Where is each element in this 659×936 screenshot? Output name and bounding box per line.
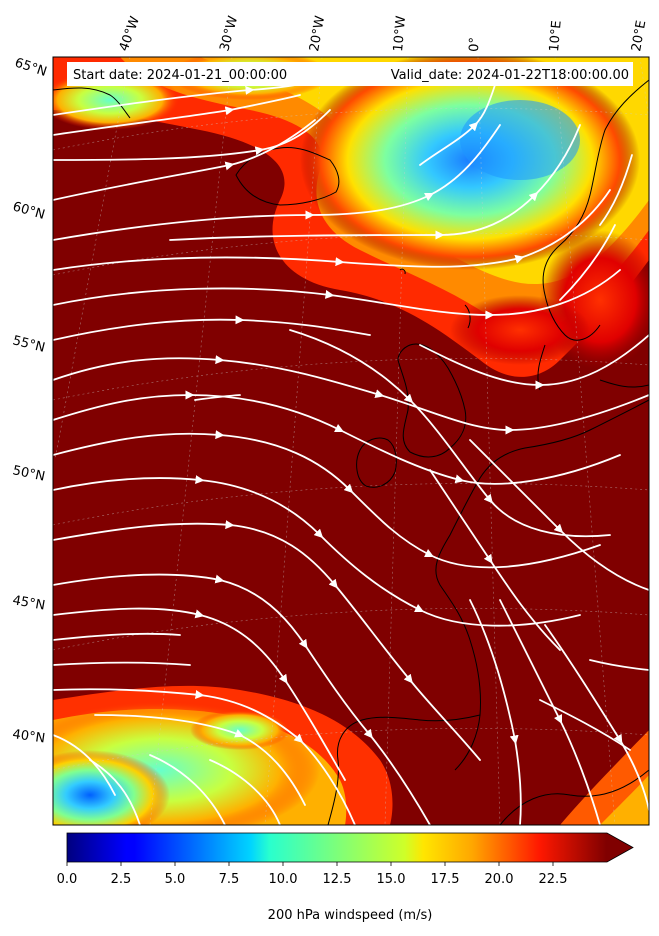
longitude-labels: 40°W 30°W 20°W 10°W 0° 10°E 20°E <box>117 14 650 53</box>
colorbar-tick-label: 20.0 <box>485 872 514 887</box>
streamline <box>53 109 331 161</box>
lon-label-10e: 10°E <box>547 20 565 52</box>
streamline <box>53 124 501 241</box>
streamline <box>53 734 116 796</box>
streamline <box>194 394 241 401</box>
streamline <box>94 714 306 806</box>
continent-coast <box>435 399 649 771</box>
colorbar-tick-label: 5.0 <box>165 872 186 887</box>
colorbar-gradient <box>67 833 607 862</box>
lat-label-40n: 40°N <box>11 727 46 746</box>
lat-label-55n: 55°N <box>11 333 46 355</box>
lat-label-65n: 65°N <box>13 56 49 80</box>
streamline <box>53 315 371 341</box>
lat-label-50n: 50°N <box>11 463 46 484</box>
streamline <box>539 699 631 751</box>
map-panel: Start date: 2024-01-21_00:00:00 Valid_da… <box>53 57 649 825</box>
streamline <box>419 334 649 390</box>
colorbar-tick-label: 0.0 <box>57 872 78 887</box>
streamlines <box>53 79 649 825</box>
streamline <box>53 573 431 825</box>
streamline <box>53 94 301 136</box>
streamline <box>53 607 346 781</box>
map-frame <box>52 56 650 826</box>
greenland-coast <box>53 87 131 119</box>
lat-label-45n: 45°N <box>11 593 46 613</box>
colorbar-tick-label: 2.5 <box>111 872 132 887</box>
start-date-text: Start date: 2024-01-21_00:00:00 <box>73 68 287 83</box>
streamline <box>149 754 226 825</box>
streamline <box>89 759 141 825</box>
colorbar-tick-label: 10.0 <box>269 872 298 887</box>
colorbar-tick-label: 12.5 <box>323 872 352 887</box>
latitude-labels: 65°N 60°N 55°N 50°N 45°N 40°N <box>11 56 49 747</box>
streamline <box>499 599 601 825</box>
lon-label-10w: 10°W <box>391 15 409 52</box>
streamline <box>53 390 621 485</box>
colorbar-outline <box>66 832 634 863</box>
valid-date-text: Valid_date: 2024-01-22T18:00:00.00 <box>391 68 629 83</box>
streamline <box>469 599 522 825</box>
colorbar: 0.0 2.5 5.0 7.5 10.0 12.5 15.0 17.5 20.0 22.5 200… <box>57 832 634 923</box>
streamline <box>209 759 281 825</box>
streamline <box>544 624 649 811</box>
streamline <box>429 469 561 651</box>
streamline <box>53 661 191 666</box>
streamline <box>289 329 611 538</box>
streamline <box>53 119 316 201</box>
lon-label-40w: 40°W <box>117 14 143 53</box>
streamline <box>589 659 649 671</box>
streamline <box>53 688 356 825</box>
colorbar-tick-label: 7.5 <box>219 872 240 887</box>
colorbar-title: 200 hPa windspeed (m/s) <box>268 908 433 923</box>
colorbar-tick-label: 17.5 <box>431 872 460 887</box>
streamline <box>469 439 649 591</box>
lon-label-20e: 20°E <box>629 19 649 52</box>
streamline <box>53 632 181 641</box>
streamline <box>53 269 621 320</box>
lon-label-20w: 20°W <box>307 15 328 53</box>
streamline <box>559 224 616 301</box>
streamline <box>169 124 581 241</box>
lon-label-30w: 30°W <box>217 14 241 53</box>
colorbar-ticks: 0.0 2.5 5.0 7.5 10.0 12.5 15.0 17.5 20.0 22.5 <box>57 862 568 887</box>
lon-label-0: 0° <box>467 37 483 52</box>
colorbar-tick-label: 15.0 <box>377 872 406 887</box>
streamline <box>419 84 496 166</box>
colorbar-extend-arrow <box>607 833 633 862</box>
header-box <box>67 62 633 86</box>
colorbar-tick-label: 22.5 <box>539 872 568 887</box>
streamline <box>53 189 611 271</box>
scandinavia-coast <box>542 79 649 341</box>
iceland-coast <box>235 146 340 206</box>
north-africa-coast <box>499 769 649 825</box>
lat-label-60n: 60°N <box>11 199 47 222</box>
streamline <box>599 154 633 226</box>
